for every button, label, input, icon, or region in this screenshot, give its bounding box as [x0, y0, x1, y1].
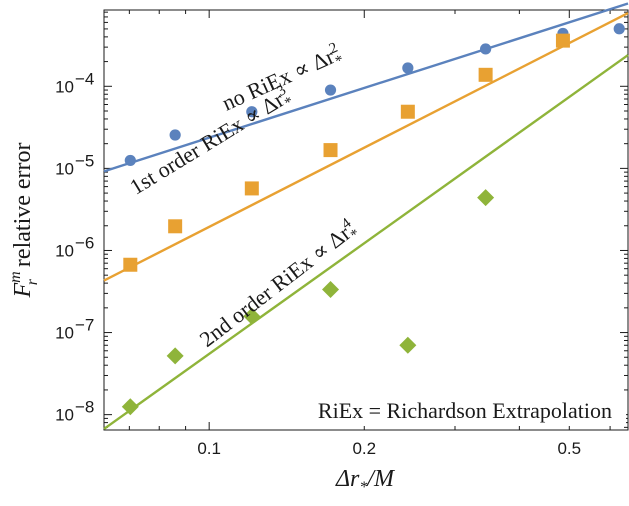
x-tick-label: 0.5	[557, 439, 581, 458]
y-tick-label: 10	[55, 406, 74, 425]
y-axis-label-tail: relative error	[10, 142, 36, 267]
point-first-order	[168, 219, 183, 234]
richardson-note: RiEx = Richardson Extrapolation	[318, 398, 612, 423]
point-no-riex	[169, 129, 181, 141]
y-tick-label: 10	[55, 241, 74, 260]
point-first-order	[123, 257, 138, 272]
fit-line-first-order	[103, 11, 629, 282]
fit-line-second-order	[103, 54, 629, 430]
y-tick-exponent: −5	[75, 151, 94, 170]
point-second-order	[166, 347, 184, 365]
annotation-background	[268, 392, 626, 426]
fit-lines	[103, 2, 629, 430]
point-no-riex	[124, 154, 136, 167]
point-first-order	[244, 181, 259, 196]
plot-frame	[103, 9, 629, 431]
y-axis-label-sup: m	[7, 271, 24, 283]
y-tick-exponent: −6	[75, 233, 94, 252]
point-no-riex	[402, 62, 414, 74]
point-second-order	[121, 398, 139, 416]
y-tick-label: 10	[55, 77, 74, 96]
point-no-riex	[324, 84, 337, 96]
point-first-order	[400, 104, 415, 119]
y-tick-label: 10	[55, 159, 74, 178]
point-first-order	[478, 67, 493, 82]
y-tick-exponent: −7	[75, 316, 94, 335]
point-second-order	[477, 189, 495, 207]
point-first-order	[555, 33, 570, 48]
x-tick-label: 0.1	[197, 439, 221, 458]
axis-ticks: 0.1 0.2 0.510−810−710−610−510−4	[55, 10, 628, 458]
point-first-order	[323, 143, 338, 158]
point-no-riex	[480, 43, 492, 55]
y-axis-label: Fmr relative error	[7, 142, 41, 298]
x-tick-label: 0.2	[352, 439, 376, 458]
fit-line-no-riex	[103, 2, 629, 173]
y-axis-label-main: F	[10, 283, 36, 299]
x-axis-label-tail: /M	[365, 466, 396, 492]
point-second-order	[399, 336, 417, 354]
point-no-riex	[246, 106, 258, 118]
y-tick-label: 10	[55, 324, 74, 343]
x-axis-label-main: Δr	[335, 466, 360, 492]
data-points	[121, 23, 625, 416]
y-tick-exponent: −4	[75, 69, 94, 88]
y-axis-label-sub: r	[24, 278, 41, 285]
x-axis-label-sub: *	[359, 479, 367, 496]
x-axis-label: Δr*/M	[335, 466, 396, 496]
point-second-order	[322, 280, 340, 298]
point-second-order	[243, 307, 261, 325]
point-no-riex	[613, 23, 625, 35]
y-tick-exponent: −8	[75, 398, 94, 417]
